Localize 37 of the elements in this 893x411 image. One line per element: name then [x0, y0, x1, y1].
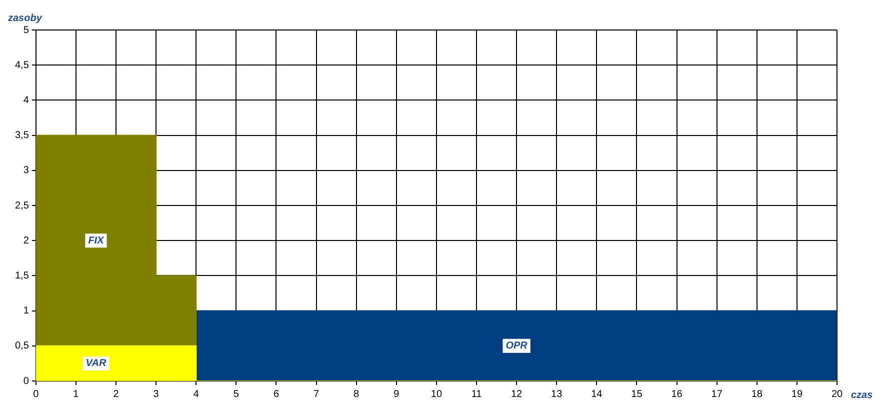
x-tick-label: 11 [471, 388, 482, 400]
x-tick-label: 5 [233, 388, 240, 400]
x-tick-label: 1 [73, 388, 80, 400]
x-tick-label: 6 [273, 388, 280, 400]
x-tick-label: 14 [591, 388, 603, 400]
x-tick-label: 15 [631, 388, 643, 400]
x-tick-label: 9 [394, 388, 400, 400]
y-tick-label: 0 [23, 376, 30, 387]
x-axis-title: czas [851, 390, 874, 401]
y-tick-label: 4 [23, 94, 30, 106]
y-tick-label: 5 [23, 24, 30, 36]
y-tick-label: 0,5 [14, 340, 30, 352]
x-tick-label: 19 [791, 388, 803, 400]
x-tick-label: 4 [193, 388, 200, 400]
y-tick-label: 1 [23, 306, 30, 317]
y-tick-label: 4,5 [14, 60, 30, 71]
x-tick-label: 3 [153, 388, 160, 400]
y-tick-label: 1,5 [14, 270, 30, 282]
x-tick-label: 0 [33, 388, 40, 400]
series-label: VAR [86, 358, 107, 370]
x-tick-label: 2 [113, 388, 120, 400]
y-tick-label: 2,5 [14, 200, 30, 212]
y-axis-title: zasoby [7, 12, 42, 24]
x-tick-label: 18 [751, 388, 763, 400]
y-tick-label: 3,5 [14, 130, 30, 142]
y-tick-label: 3 [23, 165, 30, 176]
x-tick-label: 16 [671, 388, 683, 400]
x-tick-label: 17 [711, 388, 723, 400]
series-label: OPR [506, 340, 528, 352]
x-tick-label: 13 [551, 388, 563, 400]
x-tick-label: 12 [511, 388, 523, 400]
x-tick-label: 10 [430, 388, 442, 400]
x-tick-label: 20 [831, 388, 843, 400]
series-label: FIX [88, 235, 106, 246]
x-tick-label: 7 [314, 388, 320, 400]
y-tick-label: 2 [23, 235, 30, 246]
x-tick-label: 8 [354, 388, 360, 400]
